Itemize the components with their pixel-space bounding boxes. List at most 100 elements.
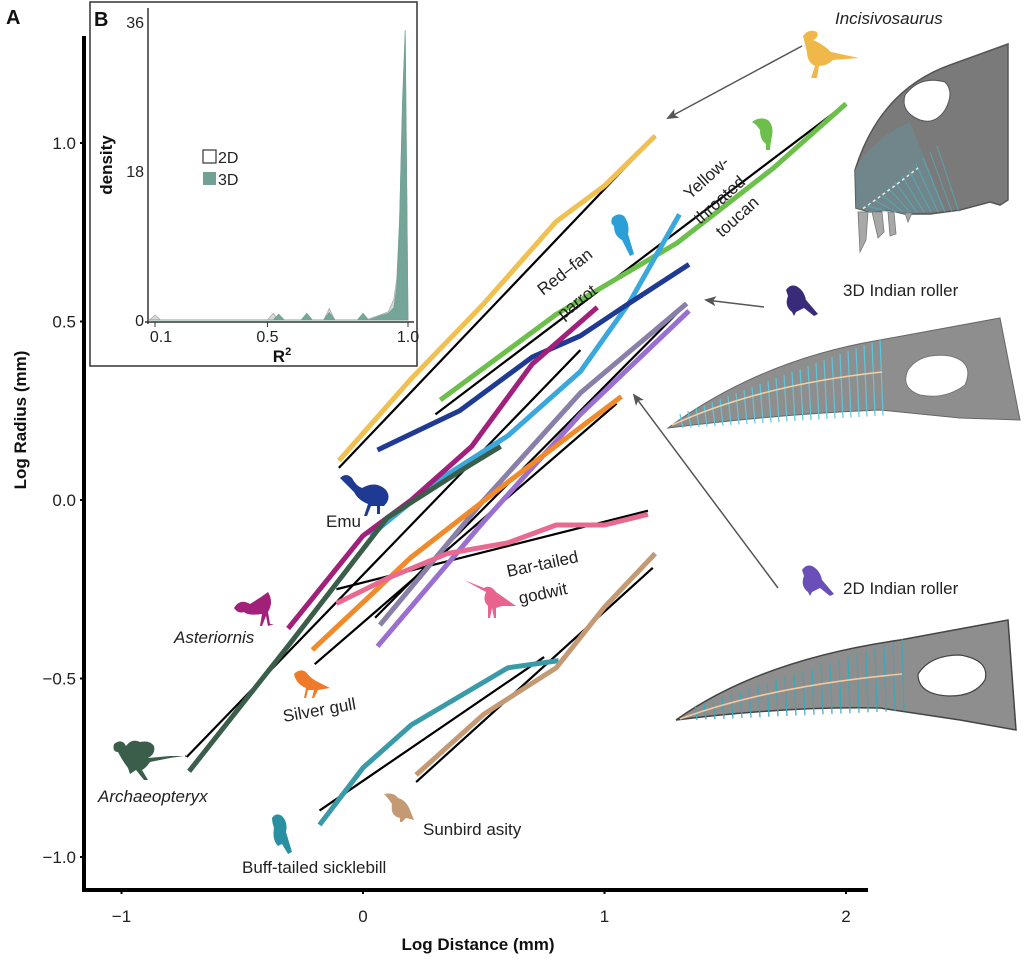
beak3d-rib [743, 389, 748, 425]
skull-rib [929, 151, 953, 213]
beak3d-rib [791, 371, 796, 422]
roller-3d-icon [786, 285, 818, 316]
label-roller-3d: 3D Indian roller [843, 281, 959, 300]
beak3d-rib [831, 356, 836, 419]
inset-x-tick-label: 0.5 [256, 329, 278, 346]
incisivosaurus-icon [803, 30, 859, 79]
beak2d-rib [820, 665, 824, 715]
beak2d-rib [901, 639, 905, 711]
beak3d-rib [711, 401, 716, 427]
skull-rib [873, 199, 897, 213]
label-sicklebill: Buff-tailed sicklebill [242, 858, 386, 877]
label-godwit-1: Bar-tailed [505, 547, 580, 581]
beak2d-rib [712, 700, 716, 720]
arrow-roller-2d [632, 393, 779, 589]
inset-frame [89, 1, 418, 367]
y-tick-label: 0.0 [52, 491, 76, 510]
beak2d-rib [892, 642, 896, 712]
beak2d-rib [730, 694, 734, 719]
archaeopteryx-icon [113, 740, 184, 780]
bird-silhouettes [113, 30, 859, 854]
pointer-arrows [632, 45, 803, 589]
beak3d-rib [855, 347, 860, 418]
beak3d-rib [687, 410, 692, 428]
inset-legend: 2D 3D [202, 149, 238, 189]
density-area-3d [149, 30, 409, 321]
inset-x-title-superscript: 2 [285, 346, 291, 358]
x-tick-label: −1 [112, 907, 131, 926]
parrot-icon [611, 214, 634, 256]
silver-gull-icon [294, 670, 330, 698]
beak2d-rib [838, 659, 842, 714]
beak3d-rib [719, 398, 724, 426]
beak2d-rib [883, 645, 887, 712]
sunbird-asity-icon [384, 793, 414, 822]
beak2d-rib [874, 647, 878, 713]
sicklebill-icon [272, 814, 292, 854]
skull-rib [908, 169, 932, 213]
label-incisivosaurus: Incisivosaurus [835, 9, 943, 28]
y-tick-label: 0.5 [52, 313, 76, 332]
beak3d-rib [751, 386, 756, 424]
series-line-silver-gull [310, 394, 623, 652]
legend-label-2d: 2D [218, 150, 238, 167]
beak3d-rib [767, 380, 772, 423]
toucan-icon [752, 118, 773, 150]
label-sunbird-asity: Sunbird asity [423, 820, 522, 839]
beak3d-rib [735, 392, 740, 425]
beak2d-rib [847, 656, 851, 714]
beak2d-rib [802, 671, 806, 716]
beak3d-rib [799, 368, 804, 421]
legend-swatch-2d [202, 149, 217, 164]
beak3d-rib [727, 395, 732, 426]
beak3d-rib [863, 344, 868, 417]
legend-swatch-3d [203, 172, 216, 185]
arrow-incisivosaurus [666, 45, 803, 119]
skull-rib [894, 181, 918, 213]
beak3d-rib [879, 338, 884, 416]
series-line-emu [376, 262, 691, 453]
series-line-incisivosaurus [337, 134, 657, 463]
y-axis-title: Log Radius (mm) [11, 351, 30, 490]
panel-a: A −1.0 −0.5 0.0 0.5 1.0 −1 0 1 2 Log Distance (… [6, 7, 868, 954]
skull-rib [880, 193, 904, 213]
skull-rib [866, 205, 890, 213]
inset-y-tick-label: 0 [135, 313, 144, 330]
skull-rib [901, 175, 925, 213]
beak2d-rib [784, 676, 788, 717]
skull-rib [922, 157, 946, 213]
roller-3d-beak-illustration [666, 317, 1021, 429]
asteriornis-icon [234, 592, 274, 626]
species-labels: Incisivosaurus Yellow- throated toucan R… [97, 9, 959, 877]
skull-rib [936, 145, 960, 213]
series-line-sunbird-asity [414, 551, 658, 777]
beak2d-rib [811, 668, 815, 715]
series-line-archaeopteryx [187, 444, 502, 773]
fit-line-yellow-throated-toucan [434, 102, 847, 416]
skull-rib [887, 187, 911, 213]
fit-line-incisivosaurus [338, 135, 657, 469]
beak2d-rib [775, 679, 779, 717]
series-line-bar-tailed-godwit [335, 511, 649, 606]
series-line-buff-tailed-sicklebill [317, 658, 559, 827]
x-tick-label: 0 [358, 907, 367, 926]
legend-label-3d: 3D [218, 172, 238, 189]
panel-b-label: B [94, 9, 108, 31]
roller-2d-beak-illustration [675, 619, 1017, 731]
label-emu: Emu [326, 512, 361, 531]
roller-2d-icon [802, 565, 834, 596]
inset-y-tick-label: 18 [126, 164, 144, 181]
beak3d-rib [703, 404, 708, 427]
beak3d-rib [823, 359, 828, 420]
inset-x-tick-label: 0.1 [150, 329, 172, 346]
incisivosaurus-skull-illustration [854, 42, 1009, 254]
beak3d-rib [695, 407, 700, 428]
fit-line-sunbird-asity [415, 567, 654, 783]
beak2d-rib [829, 662, 833, 715]
label-asteriornis: Asteriornis [173, 628, 255, 647]
x-axis-title: Log Distance (mm) [401, 935, 554, 954]
label-godwit-2: godwit [517, 579, 569, 608]
y-tick-label: −0.5 [42, 670, 76, 689]
beak2d-rib [739, 691, 743, 719]
inset-y-tick-label: 36 [126, 15, 144, 32]
